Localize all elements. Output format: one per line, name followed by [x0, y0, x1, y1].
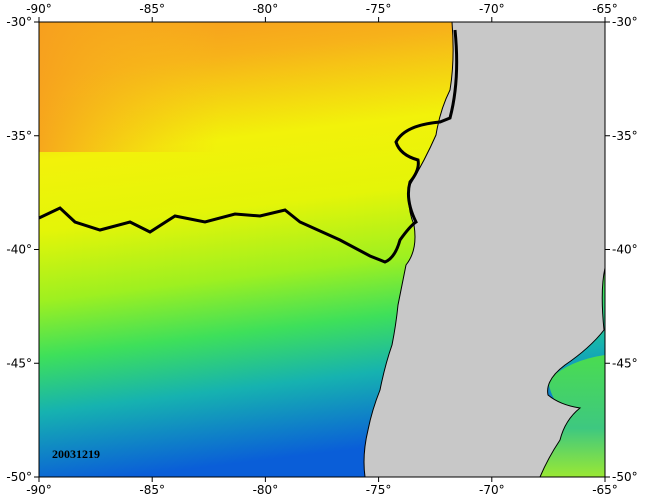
date-label: 20031219: [52, 447, 100, 461]
lat-tick-label: -35°: [612, 129, 638, 143]
front-line: [38, 29, 459, 264]
lon-tick-label: -80°: [253, 483, 279, 497]
lat-tick-label: -40°: [6, 243, 32, 257]
lon-tick-label: -75°: [366, 2, 392, 16]
lon-tick-label: -80°: [253, 2, 279, 16]
lon-tick-label: -75°: [366, 483, 392, 497]
lat-tick-label: -40°: [612, 243, 638, 257]
lat-tick-label: -50°: [6, 470, 32, 484]
land: [363, 21, 606, 478]
warm-water: [39, 22, 339, 152]
lon-tick-label: -85°: [139, 2, 165, 16]
lon-tick-label: -70°: [479, 2, 505, 16]
lat-tick-label: -45°: [612, 356, 638, 370]
lon-tick-label: -90°: [26, 2, 52, 16]
lon-tick-label: -70°: [479, 483, 505, 497]
lat-tick-label: -30°: [612, 15, 638, 29]
lon-tick-label: -65°: [592, 483, 618, 497]
lon-tick-label: -65°: [592, 2, 618, 16]
lon-tick-label: -85°: [139, 483, 165, 497]
lon-tick-label: -90°: [26, 483, 52, 497]
lat-tick-label: -30°: [6, 15, 32, 29]
lat-tick-label: -50°: [612, 470, 638, 484]
lat-tick-label: -35°: [6, 129, 32, 143]
lat-tick-label: -45°: [6, 356, 32, 370]
